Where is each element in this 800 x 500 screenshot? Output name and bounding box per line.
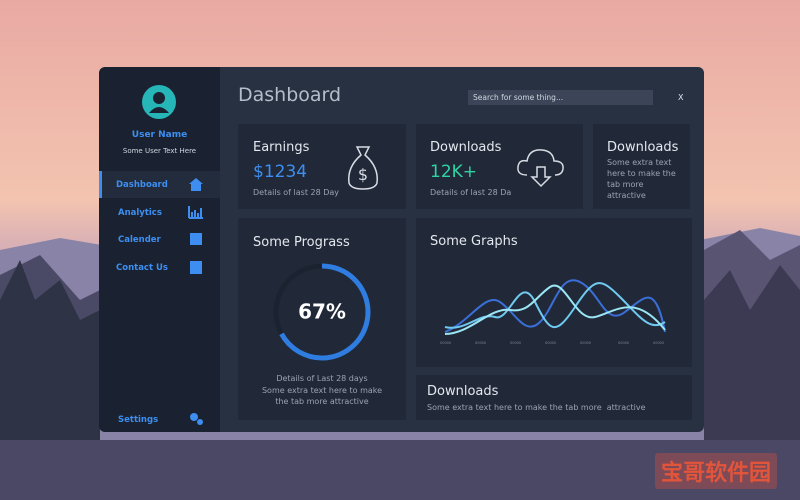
- search-box[interactable]: Search for some thing...: [468, 90, 653, 105]
- progress-detail: Details of Last 28 days: [276, 374, 368, 383]
- card-text: Some extra text here to make the tab mor…: [427, 403, 646, 412]
- settings[interactable]: Settings: [118, 415, 159, 425]
- nav-item[interactable]: Dashboard: [116, 180, 168, 190]
- card-title: Some Graphs: [430, 234, 518, 249]
- card-detail: Details of last 28 Day: [253, 188, 340, 197]
- progress-card: [238, 218, 406, 420]
- card-title: Downloads: [427, 384, 499, 399]
- user-subtitle: Some User Text Here: [122, 147, 197, 155]
- progress-text: Some extra text here to make the tab mor…: [261, 386, 383, 406]
- svg-text:00000: 00000: [618, 341, 629, 345]
- card-title: Downloads: [607, 140, 679, 155]
- earnings-card: [238, 124, 406, 209]
- money-bag-icon: $: [348, 146, 378, 190]
- avatar: [142, 85, 176, 119]
- wave-graph: 00000 00000 00000 00000 00000 00000 00000: [440, 279, 666, 345]
- downloads-card: [416, 124, 583, 209]
- card-value: $1234: [253, 162, 308, 182]
- card-title: Downloads: [430, 140, 502, 155]
- sidebar: [99, 67, 220, 432]
- svg-text:00000: 00000: [475, 341, 486, 345]
- nav-item[interactable]: Calender: [118, 235, 161, 245]
- nav-item[interactable]: Analytics: [118, 208, 162, 218]
- svg-text:00000: 00000: [653, 341, 664, 345]
- svg-text:$: $: [358, 165, 368, 184]
- cloud-download-icon: [517, 149, 564, 188]
- graphs-card: [416, 218, 692, 367]
- nav-icons: [188, 178, 203, 425]
- bottom-card: [416, 375, 692, 420]
- card-value: 12K+: [430, 162, 478, 182]
- progress-arc: [273, 263, 371, 361]
- info-card: [593, 124, 690, 209]
- card-text: Some extra text here to make the tab mor…: [607, 158, 676, 200]
- card-detail: Details of last 28 Da: [430, 188, 512, 197]
- card-title: Earnings: [253, 140, 310, 155]
- progress-ring: 67%: [273, 263, 371, 361]
- svg-text:00000: 00000: [440, 341, 451, 345]
- svg-text:00000: 00000: [580, 341, 591, 345]
- watermark: 宝哥软件园: [655, 453, 778, 489]
- progress-label: 67%: [298, 300, 346, 324]
- nav-item[interactable]: Contact Us: [116, 263, 168, 273]
- close-button[interactable]: X: [678, 93, 684, 102]
- page-title: Dashboard: [238, 84, 342, 106]
- svg-text:00000: 00000: [510, 341, 521, 345]
- svg-text:00000: 00000: [545, 341, 556, 345]
- card-title: Some Prograss: [253, 235, 350, 250]
- user-name: User Name: [131, 130, 188, 140]
